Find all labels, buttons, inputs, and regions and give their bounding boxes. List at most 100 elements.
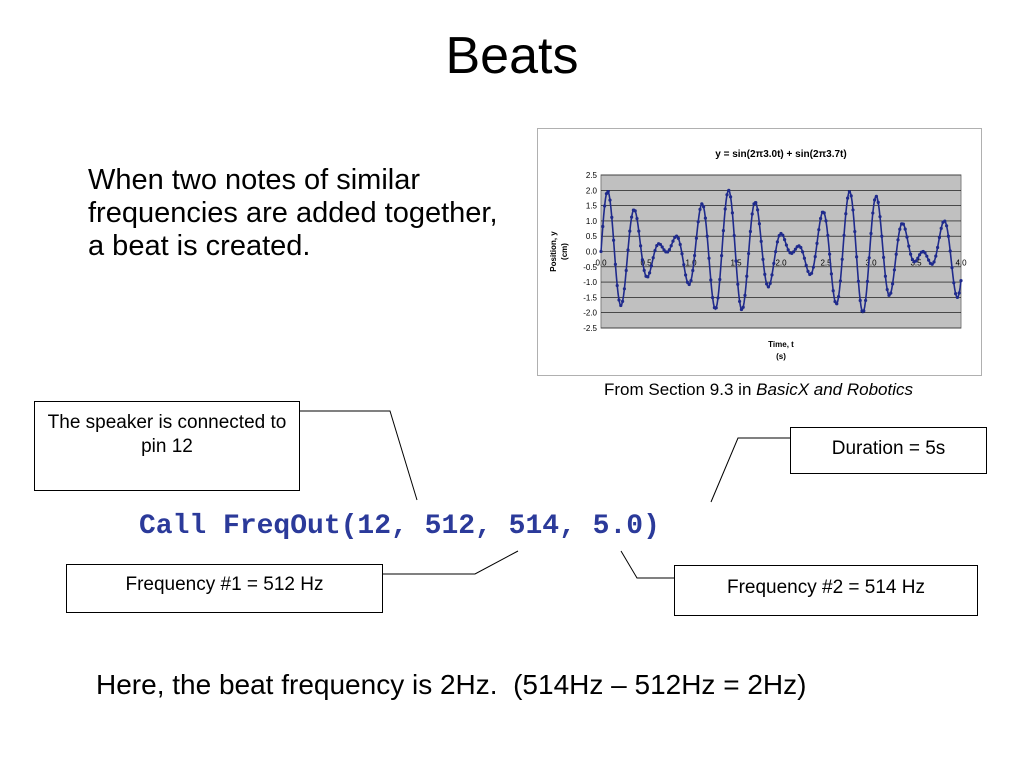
series-point bbox=[736, 282, 740, 286]
series-point bbox=[716, 296, 720, 300]
series-point bbox=[833, 299, 837, 304]
series-point bbox=[937, 235, 941, 240]
series-point bbox=[871, 211, 875, 215]
series-point bbox=[768, 281, 772, 286]
series-point bbox=[930, 262, 934, 266]
x-axis-label: (s) bbox=[776, 352, 786, 361]
series-point bbox=[748, 229, 752, 234]
y-tick-label: -0.5 bbox=[583, 263, 597, 272]
series-point bbox=[801, 250, 805, 254]
series-point bbox=[698, 207, 702, 211]
series-point bbox=[766, 285, 770, 289]
series-point bbox=[853, 229, 857, 234]
series-point bbox=[765, 282, 769, 286]
series-point bbox=[604, 192, 608, 196]
series-point bbox=[880, 234, 884, 238]
series-point bbox=[626, 248, 630, 252]
series-point bbox=[730, 211, 734, 215]
y-axis-label: (cm) bbox=[560, 243, 569, 260]
series-point bbox=[709, 278, 713, 282]
series-point bbox=[858, 298, 862, 303]
series-point bbox=[608, 198, 612, 202]
series-point bbox=[806, 269, 810, 274]
series-point bbox=[847, 190, 851, 194]
series-point bbox=[829, 272, 833, 276]
series-point bbox=[703, 216, 707, 220]
freqout-code: Call FreqOut(12, 512, 514, 5.0) bbox=[139, 511, 660, 542]
series-point bbox=[905, 235, 909, 239]
series-point bbox=[676, 236, 680, 240]
series-point bbox=[666, 250, 670, 254]
series-point bbox=[883, 274, 887, 278]
y-tick-label: -1.0 bbox=[583, 278, 597, 287]
series-point bbox=[757, 222, 761, 226]
series-point bbox=[759, 239, 763, 244]
series-point bbox=[642, 268, 646, 273]
chart-title: y = sin(2π3.0t) + sin(2π3.7t) bbox=[715, 149, 846, 160]
series-point bbox=[718, 277, 722, 282]
duration-callout: Duration = 5s bbox=[790, 427, 987, 474]
series-point bbox=[707, 256, 711, 260]
duration-connector bbox=[710, 437, 790, 503]
series-point bbox=[693, 253, 697, 258]
series-point bbox=[932, 260, 936, 264]
frequency-2-callout: Frequency #2 = 514 Hz bbox=[674, 565, 978, 616]
beat-chart-figure: 2.5 2.0 1.5 1.0 0.5 0.0 -0.5 -1.0 -1.5 -2.0 -2.5 0.… bbox=[537, 128, 982, 376]
series-point bbox=[955, 295, 959, 300]
series-point bbox=[633, 209, 637, 213]
series-point bbox=[824, 219, 828, 223]
series-point bbox=[907, 244, 911, 248]
series-point bbox=[817, 228, 821, 232]
x-tick-label: 2.0 bbox=[775, 259, 787, 268]
series-point bbox=[894, 252, 898, 256]
series-point bbox=[826, 233, 830, 238]
series-point bbox=[658, 242, 662, 247]
series-point bbox=[628, 229, 632, 233]
series-point bbox=[927, 258, 931, 262]
series-point bbox=[840, 257, 844, 261]
series-point bbox=[720, 254, 724, 258]
y-axis-label: Position, y bbox=[549, 231, 558, 272]
series-point bbox=[689, 279, 693, 283]
series-point bbox=[846, 196, 850, 200]
series-point bbox=[671, 239, 675, 243]
series-point bbox=[878, 215, 882, 219]
series-point bbox=[822, 211, 826, 215]
slide-title: Beats bbox=[445, 27, 579, 85]
series-point bbox=[844, 212, 848, 216]
series-point bbox=[945, 224, 949, 228]
x-tick-label: 4.0 bbox=[955, 259, 967, 268]
y-tick-label: 1.0 bbox=[586, 217, 598, 226]
series-point bbox=[700, 202, 704, 206]
series-point bbox=[793, 247, 797, 251]
series-point bbox=[889, 291, 893, 295]
series-point bbox=[682, 263, 686, 267]
series-point bbox=[646, 275, 650, 279]
series-point bbox=[781, 233, 785, 237]
series-point bbox=[651, 256, 655, 260]
y-tick-label: 2.5 bbox=[586, 171, 598, 180]
series-point bbox=[617, 298, 621, 302]
series-point bbox=[936, 245, 940, 250]
x-tick-label: 3.0 bbox=[865, 259, 877, 268]
series-point bbox=[734, 259, 738, 263]
series-point bbox=[775, 240, 779, 244]
series-point bbox=[783, 238, 787, 242]
series-point bbox=[667, 248, 671, 252]
x-tick-label: 0.0 bbox=[595, 259, 607, 268]
series-point bbox=[684, 273, 688, 277]
series-point bbox=[873, 198, 877, 202]
series-point bbox=[874, 194, 878, 198]
series-point bbox=[831, 289, 835, 293]
y-tick-label: 0.5 bbox=[586, 232, 598, 241]
series-point bbox=[810, 271, 814, 275]
speaker-connector bbox=[300, 410, 418, 501]
series-point bbox=[612, 238, 616, 242]
series-point bbox=[741, 305, 745, 309]
series-point bbox=[916, 256, 920, 260]
series-point bbox=[622, 287, 626, 291]
series-point bbox=[649, 264, 653, 268]
series-point bbox=[754, 200, 758, 205]
series-point bbox=[804, 263, 808, 267]
y-tick-label: 0.0 bbox=[586, 248, 598, 257]
